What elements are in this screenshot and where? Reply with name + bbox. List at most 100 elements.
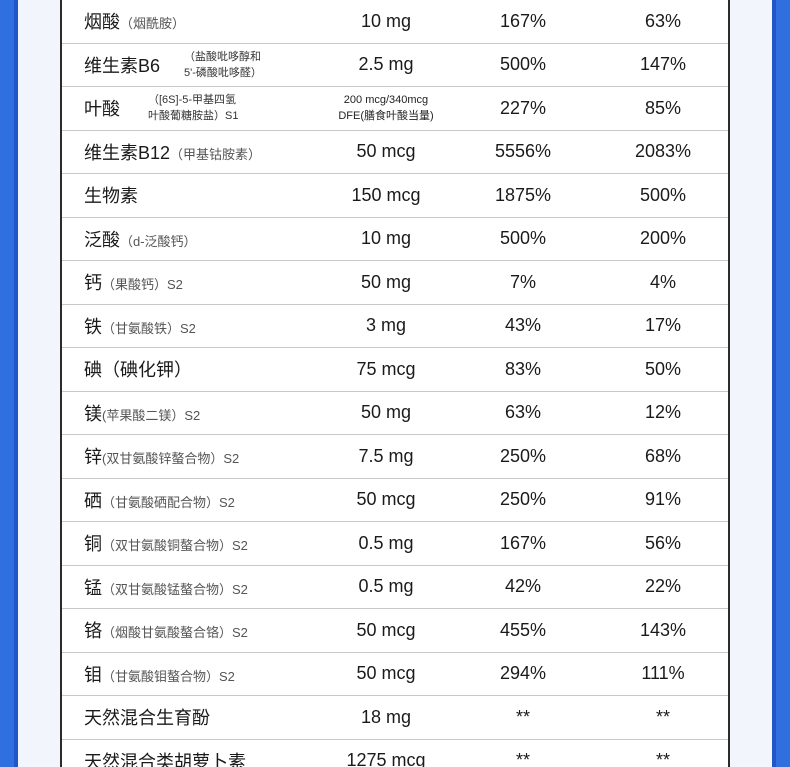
nutrient-source: （双甘氨酸锰螯合物）S2 <box>102 581 248 597</box>
nutrient-source: （甘氨酸铁）S2 <box>102 320 196 336</box>
nutrition-facts-table: 烟酸（烟酰胺） 10 mg 167% 63% 维生素B6 （盐酸吡哆醇和 5'-… <box>62 0 728 767</box>
nutrient-source: （双甘氨酸铜螯合物）S2 <box>102 538 248 554</box>
nutrient-name-cell: 天然混合类胡萝卜素 <box>62 739 324 767</box>
nutrient-name: 锌 <box>84 447 102 468</box>
daily-value-percent-secondary: 56% <box>598 521 728 566</box>
nutrient-name: 天然混合生育酚 <box>84 708 210 729</box>
daily-value-percent-secondary: 111% <box>598 652 728 696</box>
nutrient-source: （甘氨酸硒配合物）S2 <box>102 494 235 510</box>
amount-per-serving: 75 mcg <box>324 347 448 392</box>
daily-value-percent: 455% <box>448 608 598 653</box>
daily-value-percent: ** <box>448 695 598 740</box>
amount-per-serving: 150 mcg <box>324 173 448 218</box>
daily-value-percent: 294% <box>448 652 598 696</box>
table-row: 铜（双甘氨酸铜螯合物）S2 0.5 mg 167% 56% <box>62 521 728 566</box>
table-row: 维生素B6 （盐酸吡哆醇和 5'-磷酸吡哆醛） 2.5 mg 500% 147% <box>62 43 728 87</box>
nutrient-name-cell: 天然混合生育酚 <box>62 695 324 740</box>
nutrient-name-cell: 铜（双甘氨酸铜螯合物）S2 <box>62 521 324 566</box>
daily-value-percent: 250% <box>448 434 598 479</box>
daily-value-percent: 43% <box>448 304 598 348</box>
nutrient-name: 锰 <box>84 577 102 598</box>
nutrient-name-cell: 泛酸（d-泛酸钙） <box>62 217 324 261</box>
amount-per-serving: 50 mcg <box>324 608 448 653</box>
daily-value-percent-secondary: 50% <box>598 347 728 392</box>
table-row: 钙（果酸钙）S2 50 mg 7% 4% <box>62 260 728 305</box>
table-row: 生物素 150 mcg 1875% 500% <box>62 173 728 218</box>
amount-per-serving: 1275 mcg <box>324 739 448 767</box>
amount-stack: 200 mcg/340mcg DFE(膳食叶酸当量) <box>338 92 433 124</box>
nutrient-source: （[6S]-5-甲基四氢 叶酸葡糖胺盐）S1 <box>148 92 238 124</box>
nutrient-name: 烟酸 <box>84 12 120 33</box>
daily-value-percent-secondary: 68% <box>598 434 728 479</box>
nutrient-source-line: 5'-磷酸吡哆醛） <box>184 66 262 79</box>
daily-value-percent-secondary: 500% <box>598 173 728 218</box>
nutrient-source-line: （盐酸吡哆醇和 <box>184 50 262 63</box>
nutrient-name: 钼 <box>84 664 102 685</box>
nutrient-source: （烟酸甘氨酸螯合铬）S2 <box>102 625 248 641</box>
amount-per-serving: 50 mg <box>324 391 448 435</box>
daily-value-percent: 1875% <box>448 173 598 218</box>
daily-value-percent-secondary: 85% <box>598 86 728 131</box>
right-blue-border <box>772 0 776 767</box>
nutrient-name-cell: 烟酸（烟酰胺） <box>62 0 324 44</box>
table-row: 铁（甘氨酸铁）S2 3 mg 43% 17% <box>62 304 728 348</box>
nutrient-name-cell: 硒（甘氨酸硒配合物）S2 <box>62 478 324 522</box>
daily-value-percent-secondary: ** <box>598 695 728 740</box>
daily-value-percent: ** <box>448 739 598 767</box>
nutrient-source: (双甘氨酸锌螯合物）S2 <box>102 451 240 467</box>
nutrient-name-cell: 镁(苹果酸二镁）S2 <box>62 391 324 435</box>
amount-per-serving: 10 mg <box>324 0 448 44</box>
nutrient-source-line: 叶酸葡糖胺盐）S1 <box>148 110 239 123</box>
daily-value-percent: 7% <box>448 260 598 305</box>
daily-value-percent-secondary: 17% <box>598 304 728 348</box>
table-row: 碘（碘化钾） 75 mcg 83% 50% <box>62 347 728 392</box>
daily-value-percent: 250% <box>448 478 598 522</box>
nutrient-source: （碘化钾） <box>102 360 192 381</box>
daily-value-percent-secondary: ** <box>598 739 728 767</box>
amount-per-serving: 50 mcg <box>324 652 448 696</box>
nutrient-name: 铬 <box>84 621 102 642</box>
nutrient-name-cell: 维生素B6 （盐酸吡哆醇和 5'-磷酸吡哆醛） <box>62 43 324 87</box>
table-row: 铬（烟酸甘氨酸螯合铬）S2 50 mcg 455% 143% <box>62 608 728 653</box>
nutrient-name-cell: 铬（烟酸甘氨酸螯合铬）S2 <box>62 608 324 653</box>
nutrient-name: 维生素B12 <box>84 142 171 163</box>
left-blue-border <box>14 0 18 767</box>
nutrient-name-cell: 维生素B12（甲基钴胺素） <box>62 130 324 174</box>
daily-value-percent: 227% <box>448 86 598 131</box>
amount-per-serving: 3 mg <box>324 304 448 348</box>
nutrient-source: (苹果酸二镁）S2 <box>102 407 201 423</box>
daily-value-percent-secondary: 2083% <box>598 130 728 174</box>
nutrient-name-cell: 钼（甘氨酸钼螯合物）S2 <box>62 652 324 696</box>
nutrient-name: 叶酸 <box>84 99 120 120</box>
amount-per-serving: 0.5 mg <box>324 565 448 609</box>
table-row: 天然混合生育酚 18 mg ** ** <box>62 695 728 740</box>
nutrient-name-cell: 碘（碘化钾） <box>62 347 324 392</box>
nutrient-source-line: （[6S]-5-甲基四氢 <box>148 94 237 107</box>
amount-per-serving: 50 mcg <box>324 478 448 522</box>
daily-value-percent-secondary: 200% <box>598 217 728 261</box>
daily-value-percent: 167% <box>448 521 598 566</box>
nutrient-name-cell: 生物素 <box>62 173 324 218</box>
amount-per-serving: 50 mcg <box>324 130 448 174</box>
table-row: 锌(双甘氨酸锌螯合物）S2 7.5 mg 250% 68% <box>62 434 728 479</box>
nutrient-source: （盐酸吡哆醇和 5'-磷酸吡哆醛） <box>184 49 262 81</box>
table-row: 泛酸（d-泛酸钙） 10 mg 500% 200% <box>62 217 728 261</box>
table-row: 叶酸 （[6S]-5-甲基四氢 叶酸葡糖胺盐）S1 200 mcg/340mcg… <box>62 86 728 131</box>
nutrient-name: 天然混合类胡萝卜素 <box>84 751 246 767</box>
daily-value-percent-secondary: 22% <box>598 565 728 609</box>
nutrient-name-cell: 锌(双甘氨酸锌螯合物）S2 <box>62 434 324 479</box>
daily-value-percent-secondary: 12% <box>598 391 728 435</box>
nutrient-name: 泛酸 <box>84 229 120 250</box>
amount-per-serving: 200 mcg/340mcg DFE(膳食叶酸当量) <box>324 86 448 131</box>
nutrient-source: （d-泛酸钙） <box>120 233 197 249</box>
table-row: 锰（双甘氨酸锰螯合物）S2 0.5 mg 42% 22% <box>62 565 728 609</box>
nutrient-name: 钙 <box>84 273 102 294</box>
nutrient-name-cell: 铁（甘氨酸铁）S2 <box>62 304 324 348</box>
nutrient-source: （果酸钙）S2 <box>102 277 183 293</box>
daily-value-percent-secondary: 63% <box>598 0 728 44</box>
table-row: 烟酸（烟酰胺） 10 mg 167% 63% <box>62 0 728 44</box>
nutrient-source: （甲基钴胺素） <box>170 146 262 162</box>
table-row: 维生素B12（甲基钴胺素） 50 mcg 5556% 2083% <box>62 130 728 174</box>
daily-value-percent: 5556% <box>448 130 598 174</box>
daily-value-percent: 83% <box>448 347 598 392</box>
